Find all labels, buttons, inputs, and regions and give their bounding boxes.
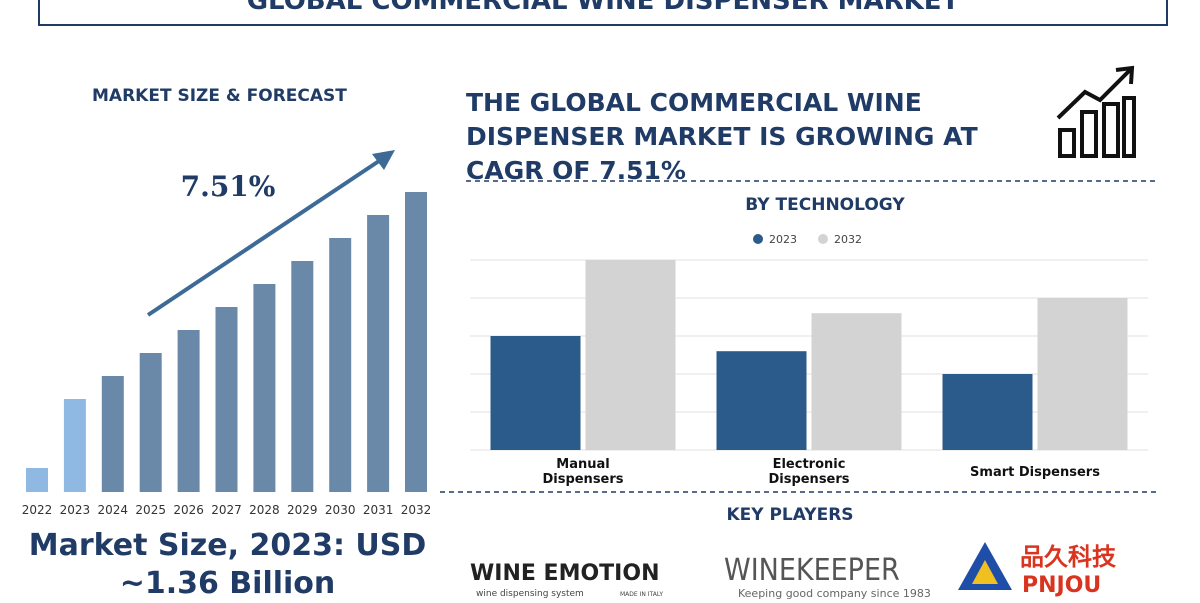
trend-arrow — [146, 155, 387, 317]
bar — [139, 353, 162, 492]
logo-name: WINEKEEPER — [724, 553, 900, 588]
bar — [101, 376, 124, 492]
x-tick-label: 2031 — [363, 503, 394, 517]
x-tick-label: Manual Dispensers — [542, 457, 624, 487]
bar — [177, 330, 200, 492]
logo-name: WINE EMOTION — [470, 561, 659, 586]
x-tick-label: 2022 — [22, 503, 53, 517]
bar — [253, 284, 276, 492]
logo-winekeeper: WINEKEEPER Keeping good company since 19… — [724, 553, 931, 600]
logo-note: MADE IN ITALY — [620, 591, 663, 598]
title: GLOBAL COMMERCIAL WINE DISPENSER MARKET — [246, 0, 960, 16]
x-tick-label: 2029 — [287, 503, 318, 517]
section-title: KEY PLAYERS — [726, 505, 854, 525]
x-tick-label: 2027 — [211, 503, 242, 517]
x-tick-label: 2032 — [401, 503, 432, 517]
legend-label: 2032 — [834, 233, 862, 246]
x-tick-label: 2030 — [325, 503, 356, 517]
legend-marker — [753, 234, 763, 244]
market-size: Market Size, 2023: USD ~1.36 Billion — [28, 528, 427, 601]
bar — [367, 215, 390, 492]
legend-label: 2023 — [769, 233, 797, 246]
bar — [405, 192, 427, 492]
x-tick-label: 2028 — [249, 503, 280, 517]
bar — [63, 399, 86, 492]
title-box: GLOBAL COMMERCIAL WINE DISPENSER MARKET — [38, 0, 1168, 26]
bar — [1037, 298, 1128, 450]
logo-tagline: wine dispensing system — [476, 589, 584, 599]
bar — [26, 468, 48, 492]
x-tick-label: 2023 — [60, 503, 91, 517]
logo-tagline: PNJOU — [1022, 573, 1101, 598]
logo-tagline: Keeping good company since 1983 — [738, 587, 931, 600]
x-tick-label: Electronic Dispensers — [768, 457, 850, 487]
logo-wine-emotion: WINE EMOTION wine dispensing system MADE… — [470, 561, 663, 599]
chart-title: MARKET SIZE & FORECAST — [92, 86, 347, 106]
bar — [716, 351, 807, 450]
x-tick-label: 2024 — [98, 503, 129, 517]
bar — [942, 374, 1033, 450]
trend-arrow-head — [372, 150, 395, 170]
logo-pnjou: 品久科技 PNJOU — [958, 542, 1117, 598]
x-tick-label: Smart Dispensers — [970, 464, 1100, 480]
bar — [811, 313, 902, 450]
annotation: 7.51% — [181, 170, 276, 203]
chart-title: BY TECHNOLOGY — [745, 195, 905, 215]
x-tick-label: 2026 — [173, 503, 204, 517]
bar — [215, 307, 238, 492]
x-tick-label: 2025 — [135, 503, 166, 517]
growth-icon — [1056, 65, 1136, 158]
legend-marker — [818, 234, 828, 244]
bar — [291, 261, 314, 492]
bar — [585, 260, 676, 450]
bar — [329, 238, 352, 492]
bar — [490, 336, 581, 450]
logo-name: 品久科技 — [1020, 543, 1117, 571]
headline: THE GLOBAL COMMERCIAL WINE DISPENSER MAR… — [466, 88, 978, 185]
